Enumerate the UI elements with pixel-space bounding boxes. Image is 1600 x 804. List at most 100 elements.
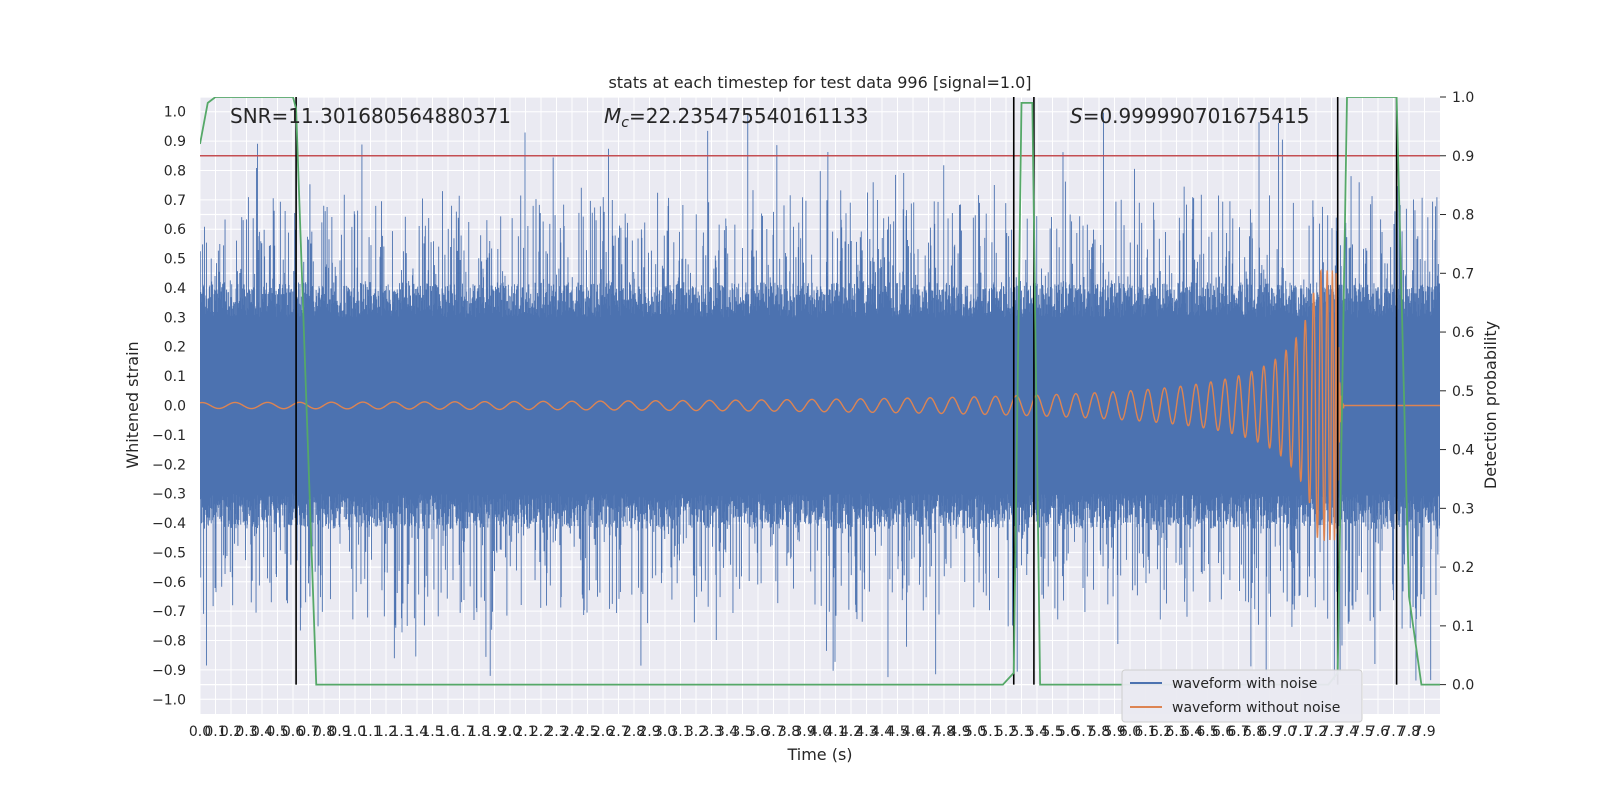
y-tick-label: 0.6 — [164, 222, 186, 238]
right-y-tick-label: 0.7 — [1452, 266, 1474, 282]
y-tick-label: −0.1 — [152, 428, 186, 444]
y-tick-label: 0.9 — [164, 134, 186, 150]
x-tick-label: 2.4 — [561, 724, 583, 740]
y-tick-label: 0.8 — [164, 163, 186, 179]
x-tick-label: 3.2 — [685, 724, 707, 740]
legend-label-noise: waveform with noise — [1172, 676, 1317, 692]
x-tick-label: 4.9 — [948, 724, 970, 740]
legend-box — [1121, 669, 1363, 723]
x-tick-label: 2.5 — [576, 724, 598, 740]
x-tick-label: 1.3 — [390, 724, 412, 740]
x-tick-label: 6.6 — [1212, 724, 1234, 740]
x-tick-label: 3.3 — [700, 724, 722, 740]
x-tick-label: 3.7 — [762, 724, 784, 740]
x-tick-label: 5.5 — [1041, 724, 1063, 740]
vertical-markers-layer — [295, 97, 1398, 685]
right-y-tick-label: 0.4 — [1452, 443, 1474, 459]
x-tick-label: 0.8 — [313, 724, 335, 740]
x-tick-label: 5.0 — [964, 724, 986, 740]
x-tick-label: 0.6 — [282, 724, 304, 740]
x-tick-label: 1.9 — [483, 724, 505, 740]
x-tick-label: 7.2 — [1305, 724, 1327, 740]
x-tick-label: 3.5 — [731, 724, 753, 740]
y-tick-label: −1.0 — [152, 692, 186, 708]
right-y-tick-labels: 0.0 0.1 0.2 0.3 0.4 0.5 0.6 0.7 0.8 0.9 1.0 — [1440, 90, 1474, 694]
x-tick-label: 1.0 — [344, 724, 366, 740]
y-tick-label: 0.3 — [164, 310, 186, 326]
y-tick-label: −0.5 — [152, 545, 186, 561]
chirp-mass-symbol: M — [604, 104, 621, 128]
s-value: =0.999990701675415 — [1083, 104, 1310, 128]
y-axis-label: Whitened strain — [123, 341, 142, 468]
legend: waveform with noise waveform without noi… — [1121, 669, 1363, 723]
clean-waveform-layer — [200, 268, 1440, 542]
x-tick-label: 0.3 — [235, 724, 257, 740]
x-tick-label: 7.3 — [1320, 724, 1342, 740]
y-tick-label: −0.2 — [152, 457, 186, 473]
legend-label-clean: waveform without noise — [1172, 700, 1340, 716]
y-tick-labels: −1.0 −0.9 −0.8 −0.7 −0.6 −0.5 −0.4 −0.3 −0.2 −0.1… — [152, 105, 186, 709]
y-tick-label: −0.3 — [152, 487, 186, 503]
right-y-tick-label: 0.3 — [1452, 501, 1474, 517]
x-tick-label: 6.1 — [1134, 724, 1156, 740]
y-tick-label: 0.4 — [164, 281, 186, 297]
right-y-tick-label: 0.6 — [1452, 325, 1474, 341]
x-tick-label: 6.2 — [1150, 724, 1172, 740]
y-tick-label: −0.8 — [152, 634, 186, 650]
x-tick-label: 3.6 — [747, 724, 769, 740]
x-tick-label: 1.6 — [437, 724, 459, 740]
x-tick-label: 4.8 — [933, 724, 955, 740]
x-tick-label: 1.4 — [406, 724, 428, 740]
x-tick-label: 6.4 — [1181, 724, 1203, 740]
x-tick-label: 2.1 — [514, 724, 536, 740]
x-tick-label: 7.1 — [1289, 724, 1311, 740]
x-tick-label: 1.8 — [468, 724, 490, 740]
chirp-mass-subscript: c — [621, 115, 629, 131]
x-tick-label: 4.3 — [855, 724, 877, 740]
y-tick-label: −0.9 — [152, 663, 186, 679]
s-symbol: S — [1070, 104, 1083, 128]
x-tick-label: 2.3 — [545, 724, 567, 740]
x-tick-label: 2.7 — [607, 724, 629, 740]
clean-waveform-line — [200, 268, 1440, 542]
y-tick-label: −0.6 — [152, 575, 186, 591]
y-tick-label: 1.0 — [164, 105, 186, 121]
x-tick-label: 5.2 — [995, 724, 1017, 740]
x-tick-label: 5.6 — [1057, 724, 1079, 740]
x-tick-label: 7.9 — [1413, 724, 1435, 740]
x-tick-label: 7.8 — [1398, 724, 1420, 740]
x-tick-label: 2.2 — [530, 724, 552, 740]
x-tick-label: 5.3 — [1010, 724, 1032, 740]
x-axis-label: Time (s) — [786, 745, 852, 764]
chirp-mass-annotation: Mc=22.235475540161133 — [604, 104, 868, 131]
right-y-tick-label: 0.2 — [1452, 560, 1474, 576]
x-tick-labels: 0.00.10.20.30.40.50.60.70.80.91.01.11.21… — [189, 724, 1436, 740]
x-tick-label: 0.0 — [189, 724, 211, 740]
x-tick-label: 0.4 — [251, 724, 273, 740]
chart-title: stats at each timestep for test data 996… — [608, 73, 1031, 92]
x-tick-label: 5.8 — [1088, 724, 1110, 740]
x-tick-label: 5.7 — [1072, 724, 1094, 740]
right-y-tick-label: 1.0 — [1452, 90, 1474, 106]
x-tick-label: 5.1 — [979, 724, 1001, 740]
x-tick-label: 6.9 — [1258, 724, 1280, 740]
y-tick-label: 0.2 — [164, 340, 186, 356]
right-y-tick-label: 0.9 — [1452, 149, 1474, 165]
x-tick-label: 4.6 — [902, 724, 924, 740]
y-tick-label: 0.7 — [164, 193, 186, 209]
right-y-tick-label: 0.1 — [1452, 619, 1474, 635]
y-tick-label: 0.5 — [164, 252, 186, 268]
x-tick-label: 1.2 — [375, 724, 397, 740]
x-tick-label: 0.2 — [220, 724, 242, 740]
x-tick-label: 4.2 — [840, 724, 862, 740]
x-tick-label: 4.5 — [886, 724, 908, 740]
s-annotation: S=0.999990701675415 — [1070, 104, 1309, 128]
x-tick-label: 1.5 — [421, 724, 443, 740]
x-tick-label: 3.8 — [778, 724, 800, 740]
right-y-tick-label: 0.0 — [1452, 678, 1474, 694]
x-tick-label: 4.4 — [871, 724, 893, 740]
x-tick-label: 7.7 — [1382, 724, 1404, 740]
y-tick-label: 0.0 — [164, 399, 186, 415]
x-tick-label: 0.1 — [204, 724, 226, 740]
